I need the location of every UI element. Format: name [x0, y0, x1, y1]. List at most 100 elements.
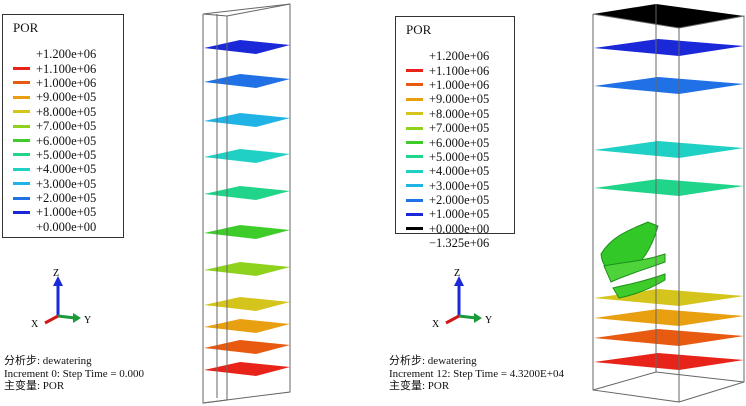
caption-increment: Increment 12: Step Time = 4.3200E+04 [389, 367, 564, 380]
legend-swatch [406, 212, 423, 216]
isosurface-fold-lower [612, 273, 666, 299]
legend-title: POR [13, 20, 39, 35]
axis-y-label: Y [485, 315, 492, 326]
legend-label: +6.000e+05 [429, 135, 490, 150]
legend-row: +4.000e+05 [13, 162, 96, 176]
top-cap [593, 4, 744, 28]
legend-label: +4.000e+05 [429, 164, 490, 179]
legend-label: +2.000e+05 [429, 193, 490, 208]
legend-row: +1.200e+06 [13, 47, 96, 61]
isosurface-plane [594, 179, 744, 196]
legend-label: +4.000e+05 [36, 162, 97, 177]
isosurface-plane [594, 309, 744, 326]
legend-row: +4.000e+05 [406, 164, 489, 178]
axis-triad: Z Y X [31, 268, 91, 330]
model-isosurface-view[interactable] [0, 0, 373, 406]
legend-row: +2.000e+05 [406, 193, 489, 207]
column-wireframe [202, 3, 291, 404]
legend-row: +2.000e+05 [13, 191, 96, 205]
legend-label: +1.000e+06 [429, 77, 490, 92]
legend-row: +5.000e+05 [406, 150, 489, 164]
legend-row: +1.000e+05 [13, 205, 96, 219]
legend-swatch [406, 227, 423, 231]
legend-label: +8.000e+05 [429, 106, 490, 121]
isosurface-plane [204, 362, 290, 376]
legend-swatch [406, 198, 423, 202]
legend-row: +0.000e+00 [13, 220, 96, 234]
right-viewport[interactable]: POR +1.200e+06 +1.100e+06 +1.000e+06 +9.000… [373, 0, 746, 406]
legend-swatch [406, 97, 423, 101]
legend-swatch [13, 110, 30, 114]
legend-row: +1.000e+05 [406, 207, 489, 221]
axis-z-label: Z [53, 268, 59, 279]
legend-label: +5.000e+05 [429, 149, 490, 164]
legend-label: +7.000e+05 [429, 121, 490, 136]
legend-row: +3.000e+05 [406, 179, 489, 193]
legend-row: +3.000e+05 [13, 177, 96, 191]
legend-label: +1.000e+05 [36, 205, 97, 220]
legend-row: +9.000e+05 [13, 90, 96, 104]
legend-title: POR [406, 22, 432, 37]
legend-row: +8.000e+05 [406, 107, 489, 121]
legend-label: +3.000e+05 [429, 178, 490, 193]
legend-swatch [13, 67, 30, 71]
legend-row: +0.000e+00 [406, 222, 489, 236]
legend-label: +1.000e+05 [429, 207, 490, 222]
legend-label: +1.100e+06 [36, 61, 97, 76]
isosurface-plane [594, 353, 744, 370]
legend-row: +1.100e+06 [406, 63, 490, 78]
isosurface-plane [204, 297, 290, 311]
isosurface-plane [594, 141, 744, 158]
legend-row: +8.000e+05 [13, 105, 96, 119]
legend-label: +3.000e+05 [36, 176, 97, 191]
caption-step: 分析步: dewatering [4, 355, 92, 367]
legend-row: +7.000e+05 [406, 121, 489, 135]
legend-label: +7.000e+05 [36, 119, 97, 134]
contour-legend: POR +1.200e+06 +1.100e+06 +1.000e+06 +9.000… [2, 14, 124, 238]
legend-swatch [13, 182, 30, 186]
legend-row: +1.200e+06 [406, 49, 489, 63]
axis-x-label: X [432, 319, 440, 330]
legend-swatch [13, 95, 30, 99]
isosurface-plane [204, 340, 290, 354]
legend-swatch [406, 112, 423, 116]
legend-swatch [13, 167, 30, 171]
legend-swatch [13, 81, 30, 85]
isosurface-plane [594, 329, 744, 346]
legend-entries: +1.200e+06 +1.100e+06 +1.000e+06 +9.000e+05… [406, 49, 489, 250]
legend-label: +1.200e+06 [429, 49, 490, 64]
step-caption: 分析步: dewatering Increment 12: Step Time … [389, 355, 564, 393]
axis-x-label: X [31, 319, 39, 330]
caption-variable: 主变量: POR [389, 380, 450, 392]
isosurface-plane [204, 113, 290, 127]
model-isosurface-view[interactable] [373, 0, 746, 406]
legend-row: +1.100e+06 [13, 61, 97, 76]
legend-label: +0.000e+00 [36, 219, 97, 234]
axis-z-label: Z [454, 268, 460, 279]
left-viewport[interactable]: POR +1.200e+06 +1.100e+06 +1.000e+06 +9.000… [0, 0, 373, 406]
legend-swatch [406, 184, 423, 188]
legend-swatch [406, 141, 423, 145]
legend-label: +0.000e+00 [429, 221, 490, 236]
legend-label: +5.000e+05 [36, 147, 97, 162]
caption-variable: 主变量: POR [4, 380, 65, 392]
legend-swatch [13, 124, 30, 128]
legend-label: +6.000e+05 [36, 133, 97, 148]
isosurface-plane [204, 319, 290, 333]
axis-triad: Z Y X [432, 268, 492, 330]
legend-swatch [406, 169, 423, 173]
legend-label: +1.100e+06 [429, 63, 490, 78]
isosurface-plane [204, 74, 290, 88]
isosurface-fold [603, 253, 666, 283]
legend-entries: +1.200e+06 +1.100e+06 +1.000e+06 +9.000e+05… [13, 47, 96, 234]
isosurface-plane [204, 225, 290, 239]
isosurface-plane [594, 39, 744, 56]
caption-increment: Increment 0: Step Time = 0.000 [4, 367, 145, 380]
isosurface-plane [204, 40, 290, 54]
legend-row: +5.000e+05 [13, 148, 96, 162]
legend-swatch [13, 196, 30, 200]
legend-label: +8.000e+05 [36, 104, 97, 119]
legend-row: +9.000e+05 [406, 92, 489, 106]
legend-label: +9.000e+05 [429, 92, 490, 107]
legend-swatch [13, 210, 30, 214]
